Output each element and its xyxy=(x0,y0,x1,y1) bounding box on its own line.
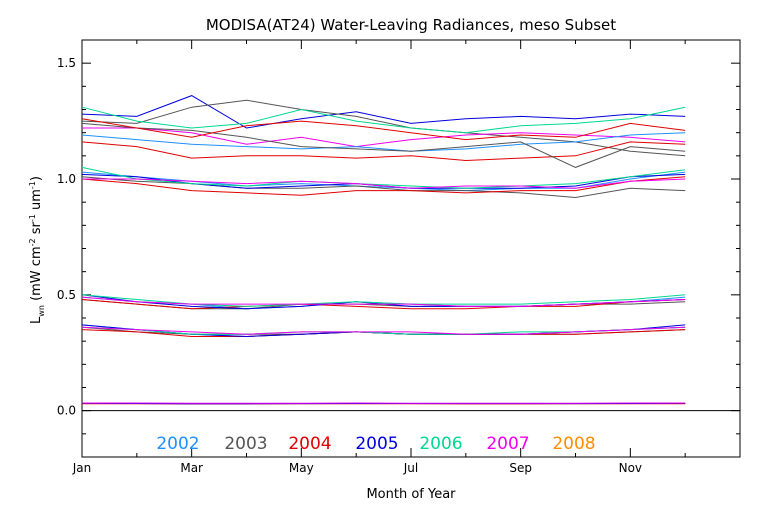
y-axis: 0.0 0.5 1.0 1.5 xyxy=(57,40,740,457)
y-tick-label: 1.0 xyxy=(57,172,76,186)
y-tick-label: 0.5 xyxy=(57,288,76,302)
series-layer xyxy=(82,96,685,404)
y-label-sup2: -1 xyxy=(28,214,37,222)
y-label-units: (mW cm xyxy=(29,246,44,305)
y-label-units3: um xyxy=(29,189,44,214)
y-label-sub: wn xyxy=(37,305,46,317)
y-axis-label: Lwn (mW cm-2 sr-1 um-1) xyxy=(28,176,46,324)
legend-item-2003: 2003 xyxy=(224,434,267,454)
y-label-close: ) xyxy=(29,176,44,181)
legend-item-2008: 2008 xyxy=(552,434,595,454)
x-tick-label: Sep xyxy=(509,461,532,475)
x-tick-label: Jan xyxy=(72,461,92,475)
y-tick-label: 1.5 xyxy=(57,56,76,70)
series-line-high-1 xyxy=(82,100,685,156)
legend-item-2006: 2006 xyxy=(419,434,462,454)
y-tick-label: 0.0 xyxy=(57,404,76,418)
series-line-high-0 xyxy=(82,96,685,128)
legend-item-2004: 2004 xyxy=(288,434,331,454)
y-label-sup3: -1 xyxy=(28,181,37,189)
x-axis-label: Month of Year xyxy=(366,487,456,502)
x-tick-label: Nov xyxy=(619,461,642,475)
legend-item-2002: 2002 xyxy=(156,434,199,454)
x-tick-label: May xyxy=(289,461,314,475)
x-tick-label: Jul xyxy=(403,461,418,475)
legend-item-2007: 2007 xyxy=(486,434,529,454)
series-line-high-3 xyxy=(82,128,685,147)
y-label-units2: sr xyxy=(29,222,44,239)
plot-area xyxy=(82,40,740,457)
legend-item-2005: 2005 xyxy=(355,434,398,454)
y-label-sup1: -2 xyxy=(28,238,37,246)
legend: 2002 2003 2004 2005 2006 2007 2008 xyxy=(156,434,595,454)
x-tick-label: Mar xyxy=(180,461,203,475)
chart-title: MODISA(AT24) Water-Leaving Radiances, me… xyxy=(206,16,616,34)
x-axis: Jan Mar May Jul Sep Nov xyxy=(72,40,685,475)
